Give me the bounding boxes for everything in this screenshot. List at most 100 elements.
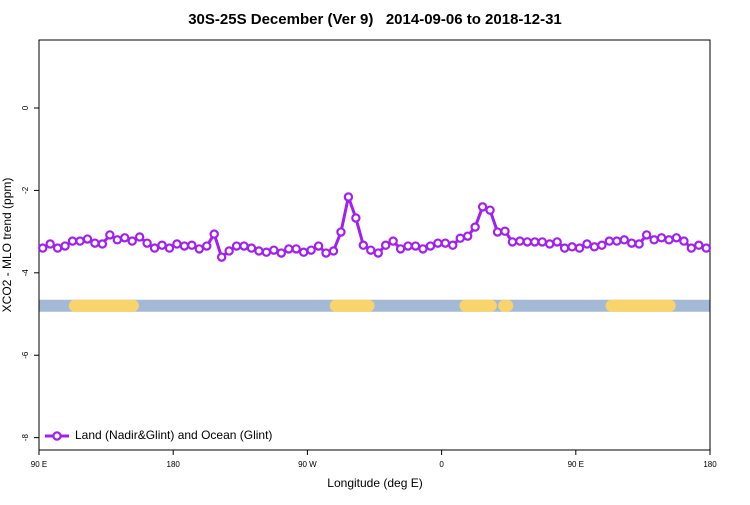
y-tick-label: -4 bbox=[21, 269, 30, 277]
data-point bbox=[641, 230, 652, 240]
data-point bbox=[224, 246, 234, 256]
data-point bbox=[90, 238, 100, 248]
data-point bbox=[410, 241, 421, 251]
x-tick-label: 90 E bbox=[568, 460, 584, 469]
data-point bbox=[425, 241, 436, 251]
data-point bbox=[530, 237, 540, 247]
data-point bbox=[67, 236, 78, 246]
data-point bbox=[582, 239, 592, 249]
data-point bbox=[328, 246, 339, 256]
data-point bbox=[559, 243, 570, 253]
data-point bbox=[373, 248, 383, 258]
data-point bbox=[388, 236, 398, 246]
data-point bbox=[231, 241, 242, 251]
legend-marker bbox=[52, 431, 62, 441]
data-point bbox=[395, 244, 406, 254]
plot-frame bbox=[38, 39, 711, 451]
chart-title: 30S-25S December (Ver 9) 2014-09-06 to 2… bbox=[188, 11, 562, 28]
data-point bbox=[485, 205, 495, 215]
data-point bbox=[291, 244, 301, 254]
data-point bbox=[694, 240, 704, 250]
data-point bbox=[97, 239, 108, 249]
data-point bbox=[522, 237, 533, 247]
data-point bbox=[627, 238, 637, 248]
data-point bbox=[321, 248, 331, 258]
data-point bbox=[343, 192, 354, 202]
data-point bbox=[157, 240, 167, 250]
data-point bbox=[455, 233, 465, 243]
data-point bbox=[664, 235, 674, 245]
x-tick-label: 180 bbox=[703, 460, 717, 469]
data-point bbox=[239, 241, 249, 251]
data-point bbox=[261, 247, 272, 257]
data-point bbox=[187, 240, 197, 250]
data-point bbox=[656, 233, 667, 243]
data-point bbox=[134, 232, 145, 242]
data-point bbox=[202, 241, 212, 251]
data-point bbox=[597, 240, 607, 250]
data-point bbox=[418, 244, 428, 254]
data-point bbox=[75, 236, 85, 246]
data-point bbox=[477, 202, 488, 212]
data-point bbox=[276, 248, 287, 258]
legend-label: Land (Nadir&Glint) and Ocean (Glint) bbox=[75, 428, 272, 442]
data-point bbox=[433, 238, 443, 248]
data-point bbox=[589, 242, 600, 252]
x-axis-label: Longitude (deg E) bbox=[327, 476, 422, 490]
data-point bbox=[254, 246, 264, 256]
y-tick-label: -2 bbox=[21, 186, 30, 194]
data-point bbox=[60, 241, 70, 251]
data-point bbox=[470, 222, 480, 232]
data-point bbox=[448, 240, 458, 250]
data-point bbox=[537, 237, 547, 247]
data-point bbox=[619, 235, 629, 245]
data-point bbox=[679, 236, 689, 246]
data-point bbox=[462, 231, 473, 241]
data-point bbox=[127, 236, 137, 246]
data-point bbox=[209, 229, 219, 239]
data-point bbox=[552, 237, 562, 247]
x-tick-label: 180 bbox=[167, 460, 181, 469]
data-point bbox=[649, 235, 659, 245]
data-point bbox=[149, 243, 160, 253]
data-point bbox=[112, 235, 122, 245]
data-point bbox=[172, 239, 182, 249]
data-point bbox=[284, 244, 294, 254]
data-point bbox=[500, 226, 510, 236]
data-point bbox=[358, 240, 369, 250]
data-point bbox=[38, 243, 48, 253]
data-point bbox=[380, 240, 391, 250]
data-point bbox=[216, 252, 227, 262]
data-point bbox=[545, 239, 555, 249]
data-point bbox=[567, 242, 577, 252]
y-tick-label: -8 bbox=[21, 434, 30, 442]
y-axis-label: XCO2 - MLO trend (ppm) bbox=[0, 178, 14, 313]
data-point bbox=[515, 236, 525, 246]
x-tick-label: 90 W bbox=[298, 460, 317, 469]
data-point bbox=[671, 233, 682, 243]
data-point bbox=[701, 243, 711, 253]
data-point bbox=[604, 236, 615, 246]
data-point bbox=[269, 245, 279, 255]
data-point bbox=[179, 241, 190, 251]
data-point bbox=[574, 243, 585, 253]
y-tick-label: 0 bbox=[21, 105, 30, 110]
data-point bbox=[336, 227, 346, 237]
data-point bbox=[306, 245, 316, 255]
data-point bbox=[246, 243, 257, 253]
data-point bbox=[440, 238, 451, 248]
data-point bbox=[298, 247, 309, 257]
data-point bbox=[52, 243, 63, 253]
data-point bbox=[351, 213, 361, 223]
data-point bbox=[164, 243, 175, 253]
data-point bbox=[120, 233, 130, 243]
data-point bbox=[82, 234, 93, 244]
data-point bbox=[105, 230, 115, 240]
data-point bbox=[194, 244, 204, 254]
data-point bbox=[142, 238, 152, 248]
data-point bbox=[612, 236, 622, 246]
data-point bbox=[507, 237, 518, 247]
x-tick-label: 90 E bbox=[31, 460, 47, 469]
x-tick-label: 0 bbox=[439, 460, 444, 469]
